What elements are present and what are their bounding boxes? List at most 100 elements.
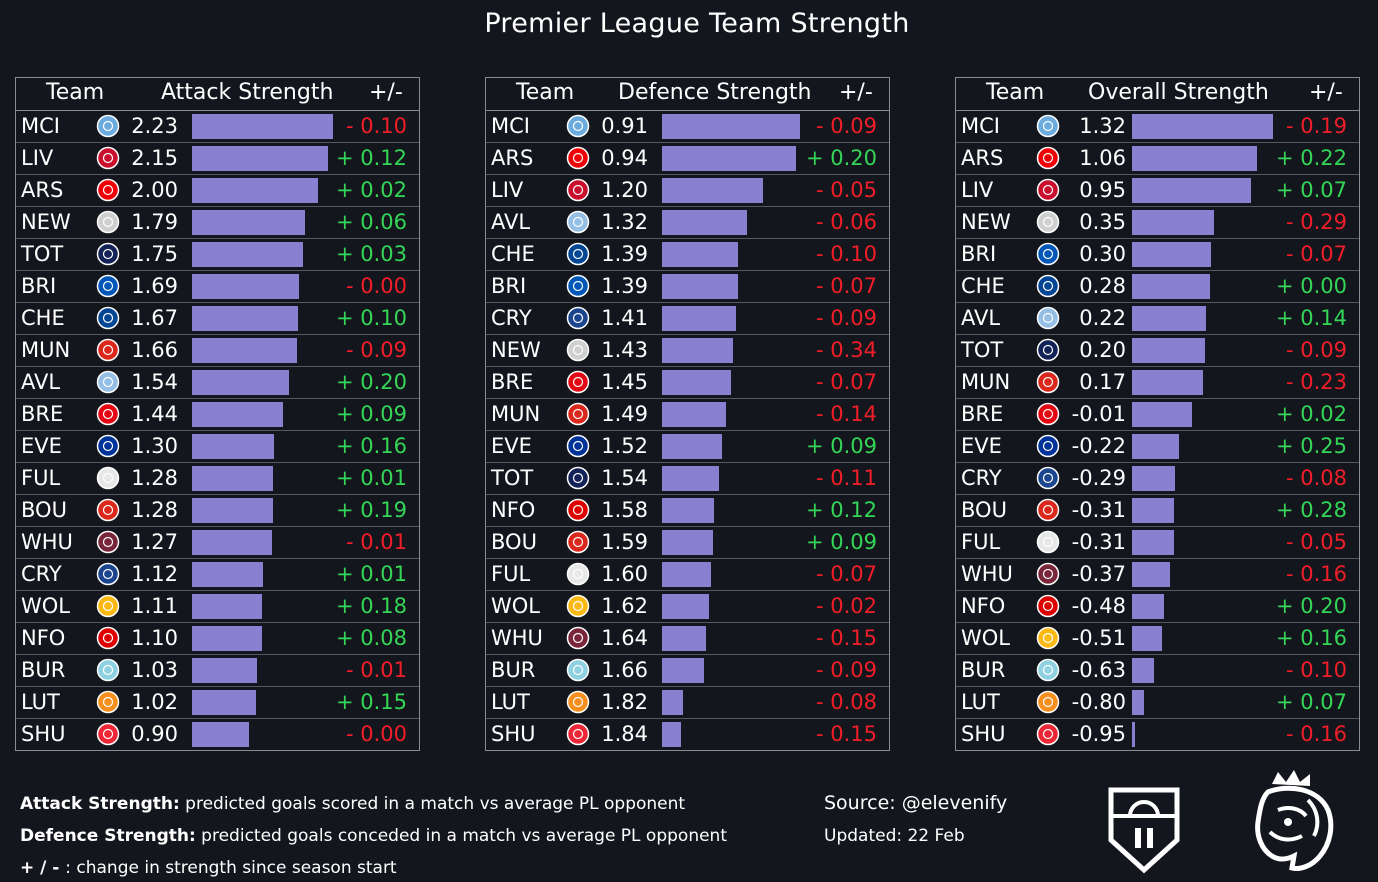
team-abbr: BRE [961,402,1004,426]
table-row: CRY 1.12 + 0.01 [16,559,419,591]
wolves-crest-icon [96,594,120,618]
team-abbr: WHU [491,626,543,650]
premier-league-lion-logo [1255,770,1334,871]
strength-bar [662,466,719,491]
strength-value: 1.30 [131,434,178,458]
change-value: + 0.12 [805,498,877,522]
strength-bar [192,498,273,523]
strength-bar [1132,434,1179,459]
brighton-crest-icon [1036,242,1060,266]
header-metric: Overall Strength [1088,80,1269,105]
team-abbr: BRI [961,242,997,266]
table-row: WOL 1.11 + 0.18 [16,591,419,623]
strength-bar [192,658,257,683]
strength-value: 1.64 [601,626,648,650]
tottenham-crest-icon [1036,338,1060,362]
strength-bar [662,338,733,363]
table-row: SHU 1.84 - 0.15 [486,719,889,751]
change-value: - 0.05 [1285,530,1347,554]
table-row: AVL 0.22 + 0.14 [956,303,1359,335]
strength-value: 1.12 [131,562,178,586]
strength-bar [662,274,738,299]
change-value: + 0.16 [1275,626,1347,650]
strength-value: -0.22 [1071,434,1126,458]
strength-value: 1.39 [601,274,648,298]
strength-value: 1.69 [131,274,178,298]
burnley-crest-icon [566,658,590,682]
strength-bar [192,370,289,395]
strength-bar [662,594,709,619]
strength-value: 1.39 [601,242,648,266]
manchester-city-crest-icon [1036,114,1060,138]
chelsea-crest-icon [96,306,120,330]
strength-value: 2.15 [131,146,178,170]
liverpool-crest-icon [96,146,120,170]
team-abbr: EVE [21,434,62,458]
strength-value: 0.28 [1079,274,1126,298]
strength-bar [662,370,731,395]
table-row: FUL 1.28 + 0.01 [16,463,419,495]
change-value: - 0.08 [1285,466,1347,490]
change-value: - 0.00 [345,722,407,746]
strength-bar [662,402,726,427]
newcastle-crest-icon [1036,210,1060,234]
strength-bar [1132,658,1154,683]
strength-value: -0.63 [1071,658,1126,682]
strength-bar [192,146,328,171]
strength-value: -0.95 [1071,722,1126,746]
strength-bar [662,210,747,235]
strength-bar [192,530,272,555]
overall-strength-table: Team Overall Strength +/- MCI 1.32 - 0.19 A… [955,77,1360,751]
arsenal-crest-icon [96,178,120,202]
strength-value: 1.66 [131,338,178,362]
team-abbr: CRY [21,562,62,586]
change-value: - 0.07 [1285,242,1347,266]
everton-crest-icon [96,434,120,458]
change-value: - 0.07 [815,274,877,298]
change-value: - 0.01 [345,658,407,682]
strength-bar [1132,402,1192,427]
strength-bar [192,562,263,587]
legend-change: + / - : change in strength since season … [20,858,397,878]
change-value: - 0.06 [815,210,877,234]
change-value: + 0.25 [1275,434,1347,458]
strength-bar [662,306,736,331]
table-row: ARS 1.06 + 0.22 [956,143,1359,175]
team-abbr: ARS [21,178,64,202]
strength-bar [662,498,714,523]
team-abbr: BRE [491,370,534,394]
legend-defence-label: Defence Strength: [20,826,196,846]
team-abbr: MUN [21,338,71,362]
table-row: LIV 0.95 + 0.07 [956,175,1359,207]
table-row: EVE 1.30 + 0.16 [16,431,419,463]
strength-bar [192,210,305,235]
wolves-crest-icon [566,594,590,618]
strength-value: 1.28 [131,498,178,522]
table-row: MUN 0.17 - 0.23 [956,367,1359,399]
strength-value: -0.37 [1071,562,1126,586]
table-row: AVL 1.32 - 0.06 [486,207,889,239]
change-value: + 0.18 [335,594,407,618]
team-abbr: TOT [491,466,534,490]
team-abbr: NEW [961,210,1011,234]
west-ham-crest-icon [1036,562,1060,586]
strength-value: -0.29 [1071,466,1126,490]
team-abbr: LUT [21,690,60,714]
everton-crest-icon [566,434,590,458]
brentford-crest-icon [96,402,120,426]
brighton-crest-icon [566,274,590,298]
change-value: + 0.07 [1275,690,1347,714]
table-row: LIV 2.15 + 0.12 [16,143,419,175]
strength-bar [192,242,303,267]
strength-bar [1132,306,1206,331]
strength-bar [662,178,763,203]
team-abbr: BRE [21,402,64,426]
team-abbr: BUR [491,658,536,682]
change-value: - 0.14 [815,402,877,426]
strength-value: 1.03 [131,658,178,682]
team-abbr: NFO [491,498,536,522]
strength-bar [192,338,297,363]
strength-bar [1132,178,1251,203]
change-value: - 0.00 [345,274,407,298]
team-abbr: BOU [961,498,1007,522]
